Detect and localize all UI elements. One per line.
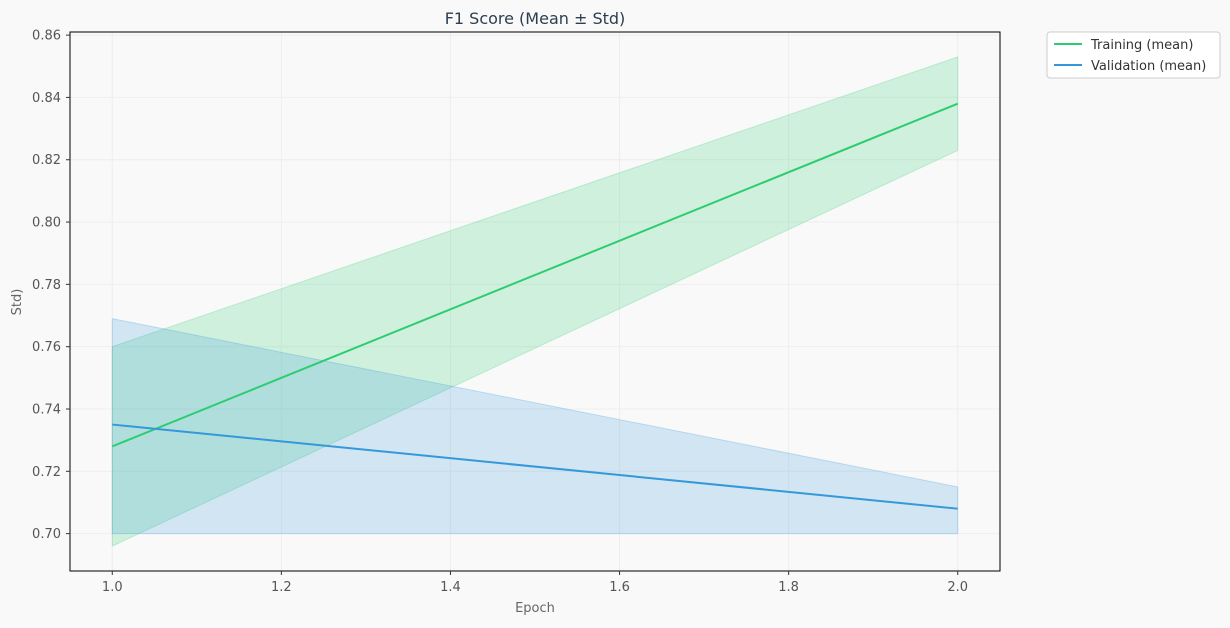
plot-frame (69, 31, 1001, 572)
std-bands (111, 56, 959, 547)
x-tick-label: 1.0 (102, 580, 123, 595)
grid-layer (70, 32, 1000, 571)
y-tick-label: 0.80 (32, 216, 61, 231)
y-tick-label: 0.72 (32, 465, 61, 480)
y-axis-title: Std) (10, 289, 25, 316)
y-tick-label: 0.76 (32, 340, 61, 355)
mean-line-validation (112, 423, 958, 510)
y-tick-label: 0.70 (32, 527, 61, 542)
x-tick-label: 2.0 (947, 580, 968, 595)
x-tick-label: 1.4 (440, 580, 461, 595)
y-tick-label: 0.74 (32, 402, 61, 417)
legend: Training (mean) Validation (mean) (1046, 31, 1221, 79)
legend-label-training: Training (mean) (1090, 38, 1193, 53)
legend-box (1046, 31, 1221, 79)
y-tick-label: 0.86 (32, 29, 61, 44)
x-tick-label: 1.8 (778, 580, 799, 595)
x-tick-label: 1.6 (609, 580, 630, 595)
y-tick-label: 0.78 (32, 278, 61, 293)
mean-lines (111, 102, 959, 510)
std-band-training (111, 56, 959, 547)
y-tick-label: 0.82 (32, 153, 61, 168)
y-axis-ticks: 0.70 0.72 0.74 0.76 0.78 0.80 0.82 0.84 0.86 (32, 29, 70, 542)
chart-title: F1 Score (Mean ± Std) (445, 9, 626, 28)
y-tick-label: 0.84 (32, 91, 61, 106)
std-band-validation (111, 318, 959, 535)
legend-label-validation: Validation (mean) (1091, 59, 1206, 74)
x-axis-ticks: 1.0 1.2 1.4 1.6 1.8 2.0 (102, 571, 968, 595)
x-axis-title: Epoch (515, 601, 555, 616)
mean-line-training (111, 102, 959, 448)
x-tick-label: 1.2 (271, 580, 292, 595)
